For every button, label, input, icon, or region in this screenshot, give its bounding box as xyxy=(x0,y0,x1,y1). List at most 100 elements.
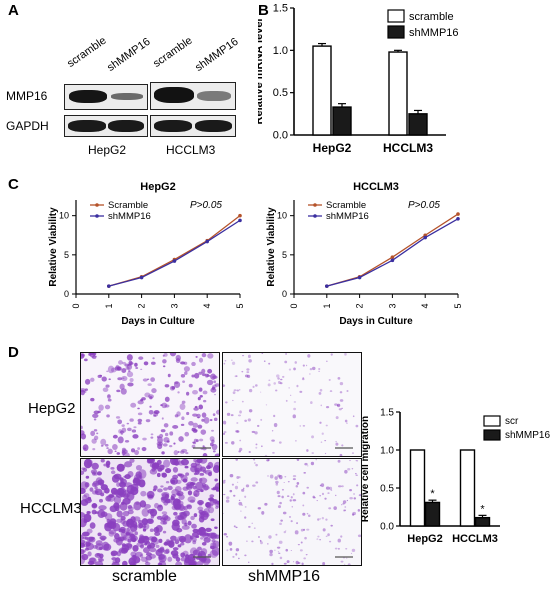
chart-d-migration: 0.0 0.5 1.0 1.5 Relative cell migration * HepG… xyxy=(362,408,550,546)
stained-cell xyxy=(284,360,288,364)
stained-cell xyxy=(300,528,304,532)
stained-cell xyxy=(293,401,297,403)
stained-cell xyxy=(137,421,142,425)
data-point xyxy=(107,284,111,288)
micrograph-hcclm3-shmmp16 xyxy=(222,458,362,566)
stained-cell xyxy=(201,412,207,418)
stained-cell xyxy=(192,531,199,538)
stained-cell xyxy=(82,549,86,553)
stained-cell xyxy=(129,418,134,422)
stained-cell xyxy=(325,486,330,490)
panel-letter-d: D xyxy=(8,344,19,361)
stained-cell xyxy=(229,474,234,478)
stained-cell xyxy=(98,558,105,562)
stained-cell xyxy=(81,542,86,548)
stained-cell xyxy=(191,374,195,378)
stained-cell xyxy=(164,396,170,402)
stained-cell xyxy=(198,371,203,375)
stained-cell xyxy=(324,439,327,442)
stained-cell xyxy=(315,459,318,461)
stained-cell xyxy=(336,403,341,408)
stained-cell xyxy=(223,432,226,435)
stained-cell xyxy=(137,412,143,416)
significance-mark: * xyxy=(480,503,485,515)
stained-cell xyxy=(122,493,129,499)
stained-cell xyxy=(300,541,303,544)
stained-cell xyxy=(304,536,307,540)
stained-cell xyxy=(231,483,234,486)
stained-cell xyxy=(81,499,89,506)
stained-cell xyxy=(347,563,351,565)
stained-cell xyxy=(202,373,206,377)
stained-cell xyxy=(119,477,125,483)
stained-cell xyxy=(96,432,99,435)
stained-cell xyxy=(149,553,156,559)
stained-cell xyxy=(259,391,262,393)
stained-cell xyxy=(340,535,343,538)
bar xyxy=(312,45,332,136)
legend-label: Scramble xyxy=(326,200,366,211)
stained-cell xyxy=(295,485,299,488)
stained-cell xyxy=(275,482,279,486)
data-point xyxy=(139,275,144,280)
stained-cell xyxy=(319,538,321,541)
stained-cell xyxy=(238,501,243,506)
stained-cell xyxy=(355,424,359,428)
stained-cell xyxy=(126,422,130,425)
stained-cell xyxy=(277,380,281,384)
stained-cell xyxy=(239,410,242,414)
stained-cell xyxy=(122,454,125,456)
y-tick-label: 10 xyxy=(59,211,69,221)
stained-cell xyxy=(193,561,198,565)
stained-cell xyxy=(124,461,133,468)
stained-cell xyxy=(199,438,204,442)
series-line xyxy=(326,213,459,287)
stained-cell xyxy=(334,403,338,406)
stained-cell xyxy=(174,539,180,545)
stained-cell xyxy=(104,404,111,410)
stained-cell xyxy=(158,504,162,508)
stained-cell xyxy=(211,429,214,432)
stained-cell xyxy=(137,407,140,410)
stained-cell xyxy=(223,493,226,496)
stained-cell xyxy=(294,361,297,364)
stained-cell xyxy=(142,437,147,441)
stained-cell xyxy=(346,557,348,559)
stained-cell xyxy=(319,388,323,392)
stained-cell xyxy=(199,472,205,476)
stained-cell xyxy=(341,504,343,506)
stained-cell xyxy=(202,484,209,491)
stained-cell xyxy=(98,498,104,503)
stained-cell xyxy=(306,528,310,531)
significance-mark: * xyxy=(430,488,435,500)
blot-strip-mmp16-hcclm3 xyxy=(150,82,236,110)
stained-cell xyxy=(161,511,168,515)
y-axis-label: Relative cell migration xyxy=(362,416,371,522)
stained-cell xyxy=(248,450,251,454)
band xyxy=(111,93,143,100)
stained-cell xyxy=(167,498,172,504)
y-tick-label: 0.5 xyxy=(273,87,288,99)
stained-cell xyxy=(196,560,204,565)
stained-cell xyxy=(214,453,219,456)
stained-cell xyxy=(183,505,188,511)
stained-cell xyxy=(225,535,229,538)
lane-label-3: scramble xyxy=(151,34,195,70)
lane-label-1: scramble xyxy=(65,34,109,70)
stained-cell xyxy=(293,367,296,371)
stained-cell xyxy=(87,551,92,557)
stained-cell xyxy=(149,547,157,553)
stained-cell xyxy=(211,546,219,556)
stained-cell xyxy=(149,528,154,532)
stained-cell xyxy=(248,525,251,528)
stained-cell xyxy=(195,481,204,491)
stained-cell xyxy=(141,447,147,452)
stained-cell xyxy=(192,528,199,533)
stained-cell xyxy=(273,422,278,428)
stained-cell xyxy=(184,534,193,544)
stained-cell xyxy=(156,472,161,478)
stained-cell xyxy=(160,404,163,407)
stained-cell xyxy=(246,540,248,542)
stained-cell xyxy=(246,368,250,371)
stained-cell xyxy=(247,354,251,359)
